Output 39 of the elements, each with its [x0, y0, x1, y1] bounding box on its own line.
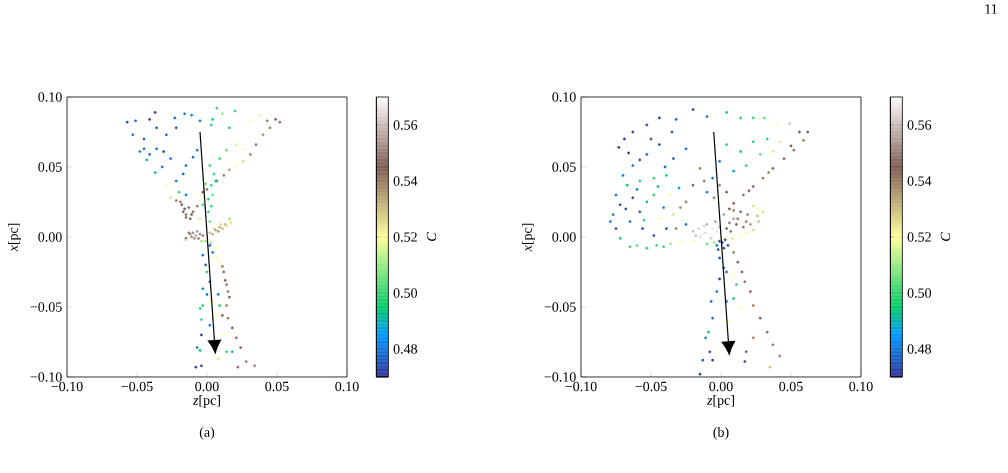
color-bar-label: 0.56 — [393, 120, 418, 130]
text: (a) — [199, 427, 215, 440]
color-bar-label: 0.52 — [393, 232, 417, 242]
x-tick-label: 0.00 — [195, 381, 219, 392]
x-axis-title: z[pc] — [706, 395, 734, 408]
y-axis-title: x[pc] — [8, 223, 21, 252]
color-bar-label: 0.54 — [907, 176, 932, 186]
y-tick-label: 0.00 — [552, 232, 576, 242]
x-tick-label: −0.05 — [121, 381, 153, 392]
x-tick-label: 0.10 — [849, 381, 873, 392]
color-bar-title: C — [940, 232, 951, 241]
color-bar-label: 0.54 — [393, 176, 418, 186]
color-bar-label: 0.56 — [907, 120, 932, 130]
x-tick-label: 0.05 — [779, 381, 803, 392]
x-tick-label: 0.10 — [335, 381, 359, 392]
y-tick-label: 0.05 — [552, 162, 576, 172]
color-bar-label: 0.52 — [907, 232, 931, 242]
y-tick-label: 0.10 — [38, 92, 62, 102]
y-tick-label: −0.10 — [30, 372, 62, 382]
x-tick-label: 0.05 — [265, 381, 289, 392]
x-axis-title: z[pc] — [192, 395, 220, 408]
color-bar-title: C — [426, 232, 437, 241]
text: 11 — [985, 4, 997, 14]
x-tick-label: −0.10 — [51, 381, 83, 392]
y-tick-label: 0.10 — [552, 92, 576, 102]
y-tick-label: 0.00 — [38, 232, 62, 242]
color-bar-label: 0.48 — [393, 344, 418, 354]
color-bar-label: 0.50 — [393, 288, 418, 298]
x-tick-label: −0.05 — [635, 381, 667, 392]
y-tick-label: −0.05 — [544, 302, 576, 312]
color-bar-label: 0.50 — [907, 288, 932, 298]
y-axis-title: x[pc] — [522, 223, 535, 252]
x-tick-label: −0.10 — [565, 381, 597, 392]
y-tick-label: 0.05 — [38, 162, 62, 172]
y-tick-label: −0.10 — [544, 372, 576, 382]
text: (b) — [713, 427, 729, 440]
y-tick-label: −0.05 — [30, 302, 62, 312]
x-tick-label: 0.00 — [709, 381, 733, 392]
color-bar-label: 0.48 — [907, 344, 932, 354]
